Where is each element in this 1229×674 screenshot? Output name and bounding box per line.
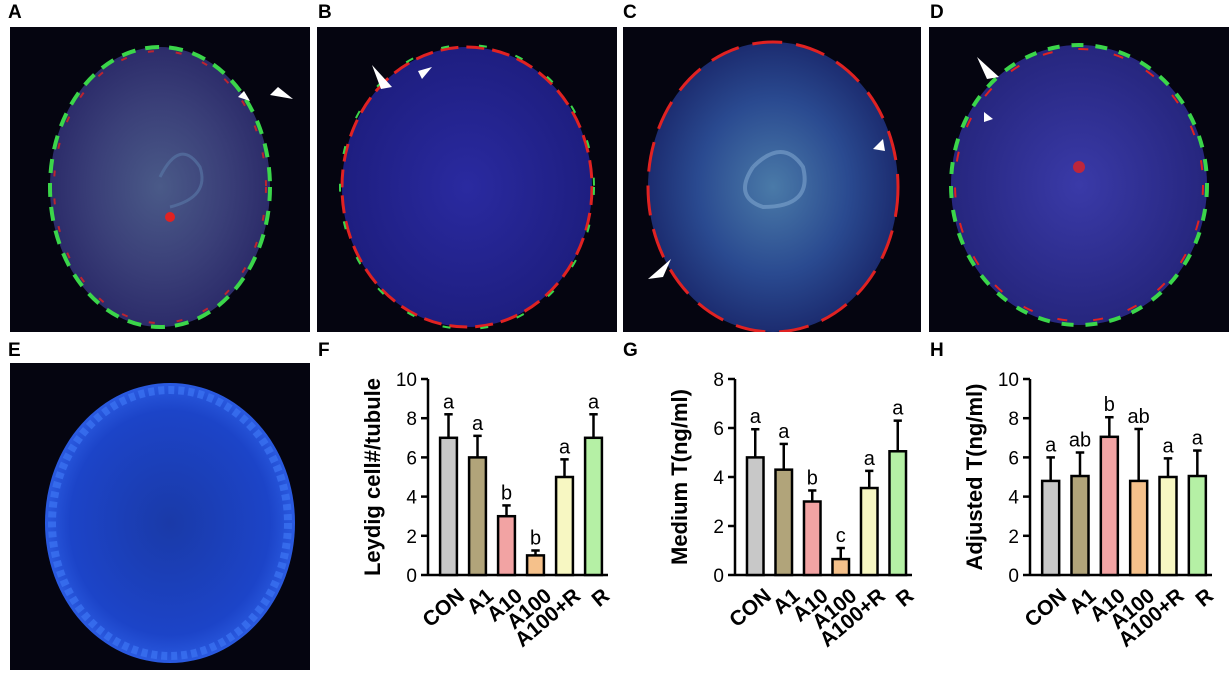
tubule-d — [949, 43, 1209, 327]
panel-letter-e: E — [8, 340, 21, 361]
significance-label-g: a — [778, 421, 790, 443]
category-label-f: R — [588, 584, 614, 611]
bar-g — [831, 557, 851, 577]
arrowhead-icon — [984, 112, 993, 122]
y-tick-label-g: 2 — [713, 517, 724, 538]
micrograph-d — [929, 27, 1229, 332]
significance-label-g: c — [836, 525, 846, 547]
significance-label-h: a — [1045, 434, 1057, 456]
tubule-e — [45, 383, 295, 663]
bar-f — [583, 436, 604, 577]
bar-h — [1187, 474, 1208, 577]
y-tick-label-g: 0 — [713, 566, 724, 587]
y-tick-label-f: 8 — [406, 409, 417, 430]
arrowhead-icon — [873, 139, 885, 151]
significance-label-f: a — [443, 391, 455, 413]
arrowhead-icon — [418, 67, 432, 79]
panel-letter-h: H — [930, 340, 944, 361]
y-tick-label-h: 2 — [1008, 527, 1019, 548]
panel-letter-f: F — [318, 340, 330, 361]
significance-label-f: a — [559, 436, 571, 458]
significance-label-h: a — [1162, 435, 1174, 457]
bar-g — [774, 468, 794, 577]
panel-letter-g: G — [623, 340, 638, 361]
y-tick-label-h: 6 — [1008, 448, 1019, 469]
y-tick-label-f: 2 — [406, 527, 417, 548]
bar-h — [1040, 479, 1061, 577]
y-tick-label-g: 4 — [713, 468, 724, 489]
y-tick-label-g: 6 — [713, 419, 724, 440]
y-tick-label-h: 8 — [1008, 409, 1019, 430]
y-axis-title-g: Medium T(ng/ml) — [667, 389, 692, 565]
significance-label-f: b — [501, 482, 512, 504]
y-tick-label-f: 10 — [396, 370, 417, 391]
y-axis-title-f: Leydig cell#/tubule — [360, 378, 385, 576]
bar-h — [1099, 435, 1120, 577]
bar-g — [888, 450, 908, 577]
significance-label-g: b — [807, 467, 818, 489]
category-label-h: CON — [1021, 584, 1072, 632]
tubule-b — [339, 44, 595, 330]
bar-f — [496, 514, 517, 577]
significance-label-f: a — [588, 391, 600, 413]
significance-label-g: a — [750, 406, 762, 428]
tubule-a — [48, 45, 293, 329]
panel-letter-c: C — [623, 2, 637, 23]
significance-label-f: a — [472, 413, 484, 435]
category-label-h: R — [1191, 584, 1217, 611]
panel-letter-a: A — [8, 2, 22, 23]
significance-label-g: a — [892, 398, 904, 420]
micrograph-a — [10, 27, 310, 332]
significance-label-h: b — [1104, 394, 1115, 416]
arrow-icon — [977, 57, 999, 79]
bar-f — [525, 554, 546, 577]
significance-label-h: a — [1192, 428, 1204, 450]
y-tick-label-f: 6 — [406, 448, 417, 469]
y-tick-label-h: 0 — [1008, 566, 1019, 587]
category-label-g: CON — [725, 584, 776, 632]
micrograph-c — [623, 27, 921, 332]
category-label-g: R — [892, 584, 918, 611]
bar-h — [1158, 475, 1178, 577]
significance-label-f: b — [530, 528, 541, 550]
bar-g — [859, 486, 879, 577]
bar-f — [467, 456, 488, 577]
arrowhead-icon — [238, 91, 250, 101]
significance-label-h: ab — [1128, 406, 1150, 428]
significance-label-g: a — [864, 448, 876, 470]
bar-h — [1070, 474, 1090, 577]
micrograph-b — [317, 27, 617, 332]
bar-f — [438, 436, 459, 577]
panel-letter-d: D — [930, 2, 944, 23]
y-tick-label-f: 4 — [406, 488, 417, 509]
arrow-icon — [372, 65, 392, 89]
y-tick-label-g: 8 — [713, 370, 724, 391]
arrow-icon — [648, 259, 671, 279]
bar-g — [802, 500, 822, 577]
bar-h — [1128, 479, 1149, 577]
bar-f — [554, 475, 575, 577]
micrograph-e — [10, 363, 310, 670]
arrow-icon — [270, 87, 293, 99]
category-label-f: CON — [418, 584, 469, 632]
tubule-c — [646, 40, 900, 332]
bar-g — [745, 456, 765, 577]
y-tick-label-f: 0 — [406, 566, 417, 587]
y-tick-label-h: 4 — [1008, 488, 1019, 509]
y-tick-label-h: 10 — [998, 370, 1019, 391]
y-axis-title-h: Adjusted T(ng/ml) — [962, 384, 987, 571]
panel-letter-b: B — [318, 2, 332, 23]
significance-label-h: ab — [1069, 430, 1091, 452]
